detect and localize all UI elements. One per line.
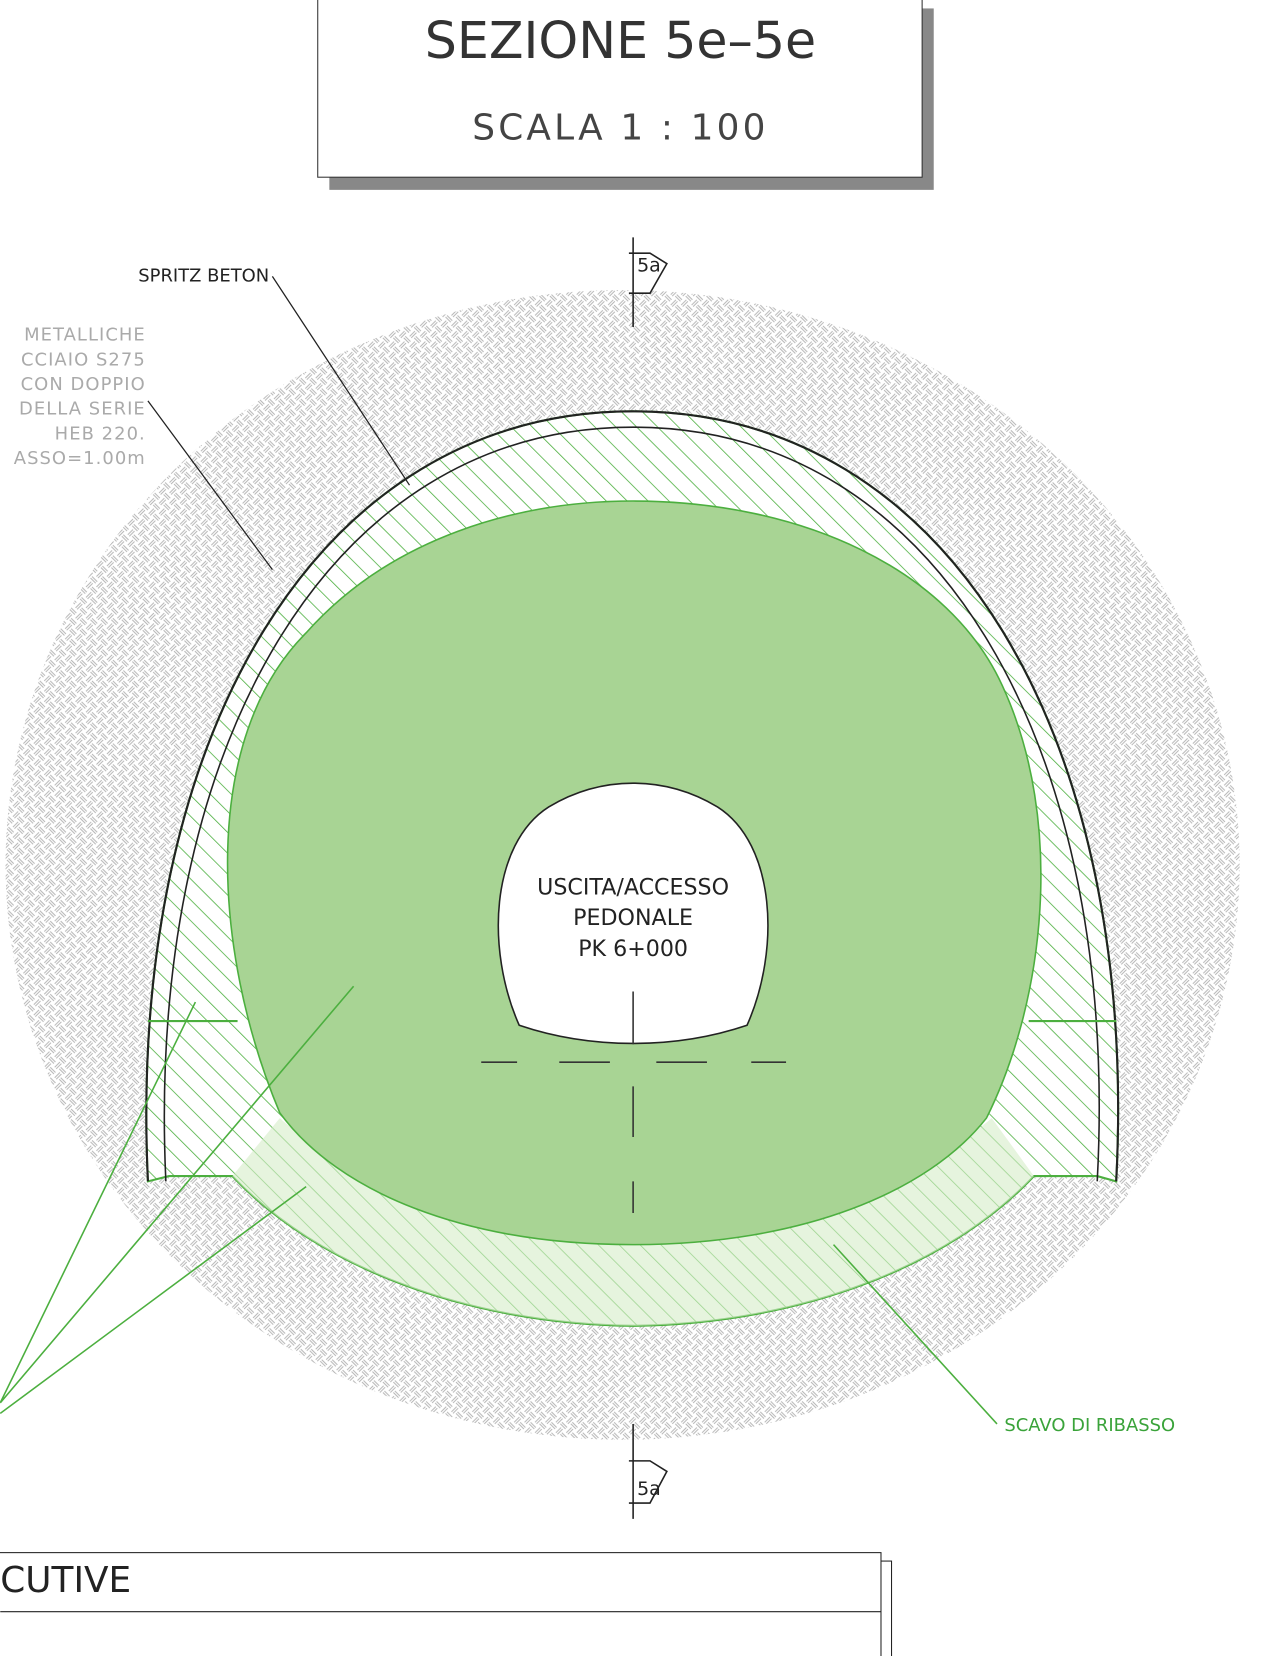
note: HEB 220. (55, 424, 146, 445)
scale: SCALA 1 : 100 (472, 108, 768, 149)
footer-title: CUTIVE (0, 1560, 131, 1601)
opening-label: USCITA/ACCESSO (537, 875, 729, 901)
section-label: 5a (637, 254, 661, 276)
footer-box (0, 1553, 881, 1656)
opening-label: PEDONALE (573, 905, 693, 931)
label: SCAVO DI RIBASSO (1004, 1415, 1175, 1436)
note: ASSO=1.00m (14, 448, 146, 469)
section-label: 5a (637, 1478, 661, 1500)
note: CON DOPPIO (21, 374, 146, 395)
opening-label: PK 6+000 (578, 936, 688, 962)
drawing: SEZIONE 5e–5e SCALA 1 : 100 USCITA/ACCES… (0, 0, 1281, 1656)
note: DELLA SERIE (19, 398, 146, 419)
label: SPRITZ BETON (138, 265, 269, 286)
note: METALLICHE (24, 324, 146, 345)
note: CCIAIO S275 (21, 350, 146, 371)
title: SEZIONE 5e–5e (425, 11, 816, 70)
